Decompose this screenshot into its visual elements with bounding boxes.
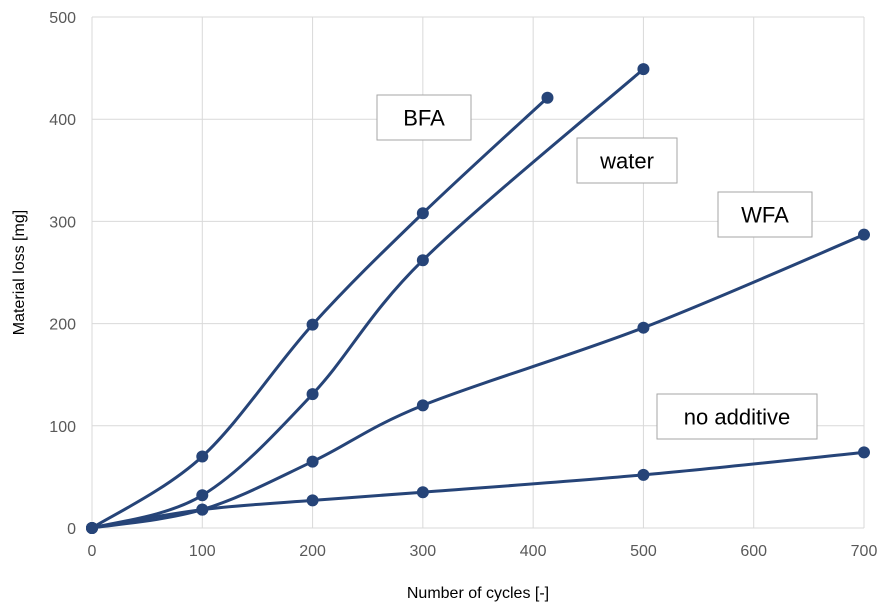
series-label-box [376, 94, 472, 141]
data-point [416, 254, 429, 267]
series-label-box [656, 393, 818, 440]
x-tick-label: 500 [630, 543, 657, 560]
data-point [306, 388, 319, 401]
data-point [416, 399, 429, 412]
data-point [858, 228, 870, 241]
grid [91, 16, 865, 529]
x-tick-label: 200 [299, 543, 326, 560]
series-label: no additive [656, 393, 818, 440]
series-line [90, 67, 645, 530]
y-tick-label: 0 [67, 521, 76, 538]
series-labels: BFA water WFA no additive [376, 94, 818, 440]
series-group [86, 63, 870, 534]
x-tick-label: 100 [189, 543, 216, 560]
data-point [541, 91, 554, 104]
y-tick-label: 200 [49, 317, 76, 334]
data-point [416, 207, 429, 220]
series-label: BFA [376, 94, 472, 141]
x-tick-label: 0 [88, 543, 97, 560]
data-point [306, 455, 319, 468]
series-label-text: water [599, 149, 654, 174]
data-point [416, 486, 429, 499]
y-tick-label: 400 [49, 112, 76, 129]
data-point [637, 63, 650, 76]
series-label: water [576, 137, 678, 184]
series-label-text: WFA [741, 203, 789, 228]
y-tick-label: 300 [49, 214, 76, 231]
x-tick-label: 400 [520, 543, 547, 560]
series-line [90, 233, 866, 530]
x-tick-label: 300 [410, 543, 437, 560]
data-point [858, 446, 870, 459]
data-point [196, 489, 209, 502]
series-label-box [576, 137, 678, 184]
y-tick-label: 500 [49, 10, 76, 27]
x-tick-label: 700 [851, 543, 878, 560]
series-label: WFA [717, 191, 813, 238]
data-point [196, 503, 209, 516]
series-label-text: no additive [684, 405, 790, 430]
x-axis-title: Number of cycles [-] [407, 585, 549, 602]
x-tick-label: 600 [740, 543, 767, 560]
series-label-box [717, 191, 813, 238]
y-axis-title: Material loss [mg] [11, 210, 28, 335]
series-label-text: BFA [403, 106, 445, 131]
y-tick-label: 100 [49, 419, 76, 436]
data-point [306, 318, 319, 331]
data-point [637, 468, 650, 481]
data-point [86, 522, 98, 534]
data-point [306, 494, 319, 507]
data-point [637, 321, 650, 334]
axes: 0 100 200 300 400 500 600 700 0 100 200 300 400 500 [49, 10, 877, 560]
series-line [90, 96, 549, 530]
data-point [196, 450, 209, 463]
